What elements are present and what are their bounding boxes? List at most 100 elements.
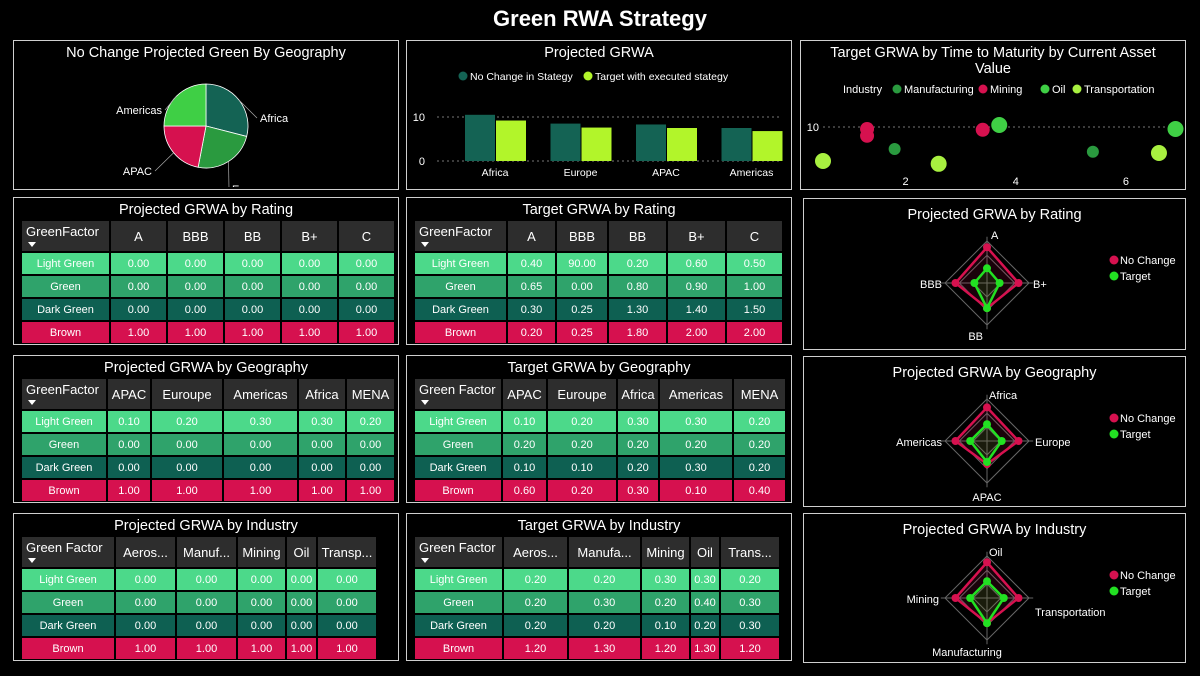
column-header[interactable]: APAC bbox=[108, 379, 150, 409]
radar-panel-ind[interactable]: Projected GRWA by Industry Oil Transporta… bbox=[803, 513, 1186, 663]
column-header[interactable]: Green Factor bbox=[22, 537, 114, 567]
column-header[interactable]: Green Factor bbox=[415, 379, 501, 409]
legend-label: Transportation bbox=[1084, 84, 1155, 96]
column-header[interactable]: APAC bbox=[503, 379, 546, 409]
column-header[interactable]: C bbox=[339, 221, 394, 251]
column-header[interactable]: Aeros... bbox=[504, 537, 567, 567]
column-header[interactable]: GreenFactor bbox=[22, 221, 109, 251]
column-header[interactable]: GreenFactor bbox=[22, 379, 106, 409]
row-label: Brown bbox=[22, 322, 109, 343]
table-cell: 0.30 bbox=[660, 457, 732, 478]
row-label: Green bbox=[415, 592, 502, 613]
column-header[interactable]: Transp... bbox=[318, 537, 376, 567]
column-header[interactable]: A bbox=[508, 221, 555, 251]
column-header[interactable]: B+ bbox=[282, 221, 337, 251]
column-header[interactable]: BBB bbox=[168, 221, 223, 251]
radar-title: Projected GRWA by Geography bbox=[892, 365, 1097, 381]
table-cell: 0.30 bbox=[642, 569, 689, 590]
radar-axis-label: BBB bbox=[920, 279, 942, 291]
table-panel-geo-proj[interactable]: Projected GRWA by Geography GreenFactor A… bbox=[13, 355, 399, 503]
pie-chart-panel[interactable]: No Change Projected Green By Geography A… bbox=[13, 40, 399, 190]
table-panel-ind-proj[interactable]: Projected GRWA by Industry Green Factor A… bbox=[13, 513, 399, 661]
table-row: Dark Green 0.00 0.00 0.00 0.00 0.00 bbox=[22, 299, 394, 320]
row-label: Green bbox=[415, 434, 501, 455]
pie-leader-line bbox=[238, 100, 258, 119]
bar-chart-panel[interactable]: Projected GRWA No Change in Stategy Targe… bbox=[406, 40, 792, 190]
table-cell: 0.20 bbox=[618, 434, 658, 455]
table-panel-geo-target[interactable]: Target GRWA by Geography Green Factor APA… bbox=[406, 355, 792, 503]
row-label: Dark Green bbox=[415, 457, 501, 478]
radar-axis-label: Europe bbox=[1035, 437, 1070, 449]
column-header[interactable]: B+ bbox=[668, 221, 725, 251]
bar-chart-title: Projected GRWA bbox=[544, 45, 654, 61]
column-header[interactable]: GreenFactor bbox=[415, 221, 506, 251]
table-cell: 0.00 bbox=[339, 299, 394, 320]
column-header[interactable]: Oil bbox=[691, 537, 719, 567]
table-cell: 0.30 bbox=[618, 411, 658, 432]
column-header[interactable]: Manufa... bbox=[569, 537, 640, 567]
column-header[interactable]: BB bbox=[609, 221, 666, 251]
row-label: Light Green bbox=[415, 569, 502, 590]
radar-panel-geo[interactable]: Projected GRWA by Geography Africa Europe… bbox=[803, 356, 1186, 507]
x-tick-label: Americas bbox=[730, 167, 774, 179]
x-tick-label: Africa bbox=[482, 167, 509, 179]
column-header[interactable]: Green Factor bbox=[415, 537, 502, 567]
table-cell: 0.00 bbox=[108, 457, 150, 478]
column-header[interactable]: Africa bbox=[618, 379, 658, 409]
table-cell: 0.20 bbox=[503, 434, 546, 455]
table-row: Light Green 0.00 0.00 0.00 0.00 0.00 bbox=[22, 253, 394, 274]
column-header[interactable]: Trans... bbox=[721, 537, 779, 567]
table-cell: 0.00 bbox=[347, 457, 394, 478]
table-cell: 0.60 bbox=[668, 253, 725, 274]
scatter-chart-panel[interactable]: Target GRWA by Time to Maturity by Curre… bbox=[800, 40, 1186, 190]
radar-panel-rating[interactable]: Projected GRWA by Rating A B+ BB BBB No Chan… bbox=[803, 198, 1186, 350]
table-cell: 1.00 bbox=[282, 322, 337, 343]
table-cell: 0.10 bbox=[642, 615, 689, 636]
table-row: Green 0.20 0.20 0.20 0.20 0.20 bbox=[415, 434, 785, 455]
radar-point bbox=[966, 437, 975, 445]
column-header[interactable]: C bbox=[727, 221, 782, 251]
table-cell: 0.30 bbox=[224, 411, 297, 432]
table-cell: 0.00 bbox=[116, 569, 175, 590]
column-header[interactable]: Euroupe bbox=[152, 379, 222, 409]
column-header[interactable]: Americas bbox=[224, 379, 297, 409]
column-header[interactable]: MENA bbox=[734, 379, 785, 409]
column-header[interactable]: Oil bbox=[287, 537, 316, 567]
table-cell: 0.10 bbox=[503, 457, 546, 478]
table-cell: 0.20 bbox=[569, 569, 640, 590]
column-header[interactable]: BBB bbox=[557, 221, 607, 251]
column-header[interactable]: A bbox=[111, 221, 166, 251]
table-cell: 0.00 bbox=[299, 457, 345, 478]
legend-label: Mining bbox=[990, 84, 1022, 96]
y-tick-label: 10 bbox=[413, 112, 425, 124]
column-header[interactable]: Americas bbox=[660, 379, 732, 409]
table-panel-rating-target[interactable]: Target GRWA by Rating GreenFactor A BBB BB B… bbox=[406, 197, 792, 345]
radar-axis-label: Mining bbox=[907, 594, 939, 606]
row-label: Brown bbox=[22, 480, 106, 501]
table-cell: 0.30 bbox=[508, 299, 555, 320]
column-header[interactable]: Aeros... bbox=[116, 537, 175, 567]
column-header[interactable]: Euroupe bbox=[548, 379, 616, 409]
radar-axis-label: Manufacturing bbox=[932, 647, 1002, 659]
column-header[interactable]: Mining bbox=[642, 537, 689, 567]
radar-axis-label: Africa bbox=[989, 390, 1018, 402]
table-cell: 1.50 bbox=[727, 299, 782, 320]
column-header[interactable]: Manuf... bbox=[177, 537, 236, 567]
table-row: Brown 1.00 1.00 1.00 1.00 1.00 bbox=[22, 322, 394, 343]
table-panel-ind-target[interactable]: Target GRWA by Industry Green Factor Aero… bbox=[406, 513, 792, 661]
table-cell: 0.20 bbox=[734, 434, 785, 455]
column-header[interactable]: Mining bbox=[238, 537, 285, 567]
bar bbox=[465, 114, 495, 161]
scatter-point bbox=[888, 143, 901, 155]
column-header[interactable]: MENA bbox=[347, 379, 394, 409]
table-cell: 1.00 bbox=[318, 638, 376, 659]
table-cell: 1.00 bbox=[152, 480, 222, 501]
table-cell: 0.00 bbox=[168, 299, 223, 320]
legend-title: Industry bbox=[843, 84, 883, 96]
radar-point bbox=[966, 594, 975, 602]
table-panel-rating-proj[interactable]: Projected GRWA by Rating GreenFactor A BBB… bbox=[13, 197, 399, 345]
column-header[interactable]: BB bbox=[225, 221, 280, 251]
table-cell: 0.90 bbox=[668, 276, 725, 297]
table-cell: 0.40 bbox=[691, 592, 719, 613]
column-header[interactable]: Africa bbox=[299, 379, 345, 409]
